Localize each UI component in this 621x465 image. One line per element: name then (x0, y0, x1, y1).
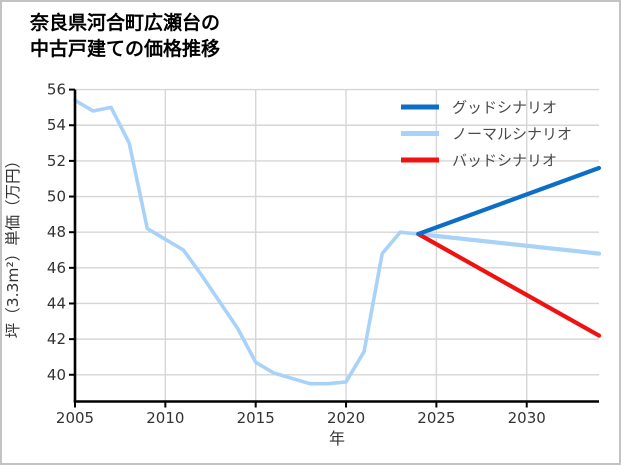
x-tick-label: 2015 (237, 409, 275, 427)
chart-title-line2: 中古戸建ての価格推移 (30, 38, 221, 60)
x-axis-label: 年 (329, 429, 345, 448)
chart-title: 奈良県河合町広瀬台の 中古戸建ての価格推移 (30, 10, 220, 62)
series-line-bad (416, 231, 602, 338)
series-line-history (73, 98, 421, 386)
y-tick-label: 52 (47, 152, 66, 170)
legend-label-normal: ノーマルシナリオ (452, 125, 572, 143)
x-tick-label: 2025 (417, 409, 455, 427)
series-line-normal (416, 231, 602, 256)
y-tick-label: 54 (47, 116, 66, 134)
series-line-good (416, 165, 602, 237)
y-tick-label: 46 (47, 259, 66, 277)
y-tick-label: 40 (47, 366, 66, 384)
y-tick-label: 48 (47, 223, 66, 241)
x-tick-label: 2020 (327, 409, 365, 427)
legend-label-bad: バッドシナリオ (452, 152, 557, 170)
y-tick-label: 44 (47, 294, 66, 312)
legend-label-good: グッドシナリオ (452, 99, 557, 117)
y-tick-label: 56 (47, 81, 66, 99)
x-tick-label: 2030 (508, 409, 546, 427)
x-tick-label: 2005 (56, 409, 94, 427)
x-tick-label: 2010 (146, 409, 184, 427)
y-tick-label: 50 (47, 188, 66, 206)
y-tick-label: 42 (47, 330, 66, 348)
y-axis-label: 坪（3.3m²）単価（万円） (4, 153, 22, 338)
chart-title-line1: 奈良県河合町広瀬台の (30, 12, 221, 34)
